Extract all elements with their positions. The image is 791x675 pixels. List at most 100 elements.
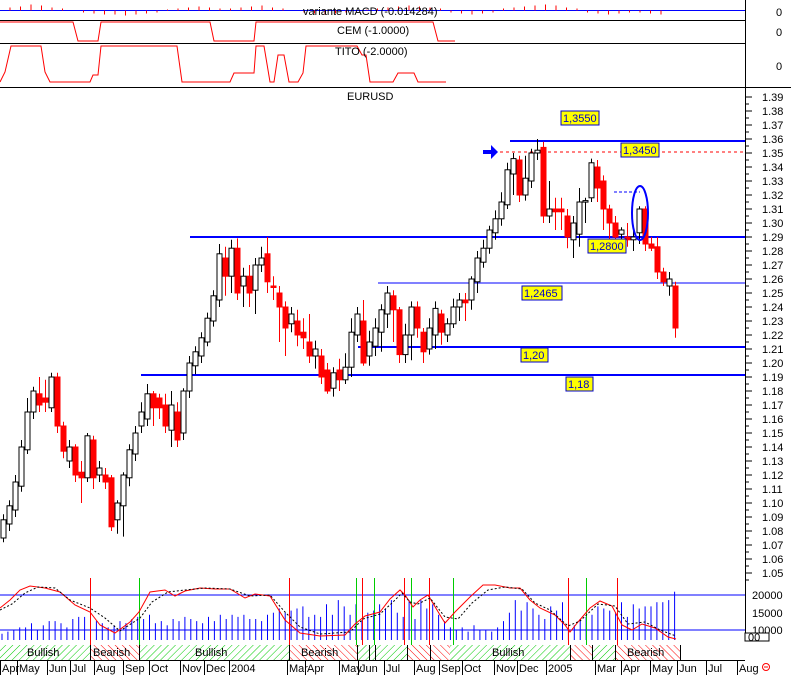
- level-label-118: 1,18: [565, 376, 594, 392]
- cem-axis-zero: 0: [776, 27, 782, 39]
- tito-label: TITO (-2.0000): [335, 46, 408, 58]
- month-tick: Jul: [708, 663, 722, 675]
- price-tick: 1.28: [762, 246, 783, 258]
- level-label-12465: 1,2465: [521, 285, 563, 301]
- price-tick: 1.31: [762, 204, 783, 216]
- month-tick: May: [652, 663, 673, 675]
- svg-text:1,20: 1,20: [523, 350, 544, 362]
- volume-tick-20000: 20000: [752, 590, 783, 602]
- cem-panel: CEM (-1.0000) 0: [0, 21, 782, 42]
- price-tick: 1.23: [762, 316, 783, 328]
- price-tick: 1.20: [762, 358, 783, 370]
- symbol-title: EURUSD: [347, 91, 394, 103]
- price-axis: 1.39 1.38 1.37 1.36 1.35 1.34 1.33 1.32 1.31 1.30…: [745, 92, 783, 581]
- tito-panel: TITO (-2.0000) 0: [0, 45, 782, 83]
- month-tick: Jun: [679, 663, 697, 675]
- price-tick: 1.37: [762, 120, 783, 132]
- price-tick: 1.35: [762, 148, 783, 160]
- price-tick: 1.24: [762, 302, 783, 314]
- price-tick: 1.17: [762, 400, 783, 412]
- price-tick: 1.07: [762, 540, 783, 552]
- cem-label: CEM (-1.0000): [337, 25, 409, 37]
- price-tick: 1.27: [762, 260, 783, 272]
- volume-tick-15000: 15000: [752, 608, 783, 620]
- month-tick: May: [19, 663, 40, 675]
- price-tick: 1.38: [762, 106, 783, 118]
- month-tick: Apr: [2, 663, 19, 675]
- time-axis: Apr May Jun Jul Aug Sep Oct Nov Dec 2004 Mar Apr May…: [0, 660, 759, 675]
- month-tick: Oct: [151, 663, 168, 675]
- price-tick: 1.18: [762, 386, 783, 398]
- level-label-120: 1,20: [520, 347, 549, 363]
- price-tick: 1.06: [762, 554, 783, 566]
- close-chart-icon[interactable]: [762, 663, 770, 671]
- regime-label: Bullish: [492, 647, 524, 659]
- panel-borders: [0, 0, 791, 661]
- svg-text:1,18: 1,18: [568, 379, 589, 391]
- price-tick: 1.34: [762, 162, 783, 174]
- month-tick: Aug: [416, 663, 436, 675]
- month-tick: Oct: [464, 663, 481, 675]
- month-tick: Dec: [519, 663, 539, 675]
- price-tick: 1.19: [762, 372, 783, 384]
- price-tick: 1.36: [762, 134, 783, 146]
- arrow-icon: [483, 145, 498, 159]
- macd-label: variante MACD (-0.014284): [303, 6, 438, 18]
- month-tick: May: [341, 663, 362, 675]
- price-tick: 1.05: [762, 568, 783, 580]
- regime-label: Bullish: [27, 647, 59, 659]
- level-label-128: 1,2800: [587, 238, 627, 254]
- svg-text:1,3450: 1,3450: [623, 145, 657, 157]
- month-tick: 2005: [548, 663, 572, 675]
- tito-axis-zero: 0: [776, 61, 782, 73]
- month-tick: Jun: [360, 663, 378, 675]
- regime-label: Bullish: [195, 647, 227, 659]
- price-tick: 1.30: [762, 218, 783, 230]
- price-tick: 1.21: [762, 344, 783, 356]
- price-tick: 1.11: [762, 484, 783, 496]
- level-label-1355: 1,3550: [560, 110, 600, 126]
- regime-label: Bearish: [627, 647, 664, 659]
- month-tick: Sep: [441, 663, 461, 675]
- month-tick: Nov: [182, 663, 202, 675]
- price-tick: 1.15: [762, 428, 783, 440]
- level-labels: 1,3550 1,3450 1,2800 1,2465 1,20 1,18: [520, 110, 660, 392]
- price-tick: 1.12: [762, 470, 783, 482]
- price-tick: 1.13: [762, 456, 783, 468]
- month-tick: Jul: [72, 663, 86, 675]
- price-tick: 1.09: [762, 512, 783, 524]
- candlestick-series: [0, 139, 679, 543]
- highlight-ellipse: [631, 185, 649, 241]
- price-tick: 1.29: [762, 232, 783, 244]
- price-tick: 1.25: [762, 288, 783, 300]
- volume-panel: 20000 15000 10000 00: [0, 578, 783, 645]
- month-tick: Sep: [125, 663, 145, 675]
- volume-unit-label: 00: [748, 632, 760, 644]
- svg-text:1,3550: 1,3550: [563, 113, 597, 125]
- price-tick: 1.26: [762, 274, 783, 286]
- regime-label: Bearish: [93, 647, 130, 659]
- month-tick: Dec: [206, 663, 226, 675]
- month-tick: Aug: [739, 663, 759, 675]
- price-tick: 1.33: [762, 176, 783, 188]
- price-tick: 1.14: [762, 442, 783, 454]
- svg-text:1,2465: 1,2465: [524, 288, 558, 300]
- month-tick: 2004: [231, 663, 255, 675]
- svg-text:1,2800: 1,2800: [590, 241, 624, 253]
- regime-label: Bearish: [301, 647, 338, 659]
- month-tick: Jun: [49, 663, 67, 675]
- month-tick: Apr: [623, 663, 640, 675]
- month-tick: Nov: [496, 663, 516, 675]
- price-tick: 1.39: [762, 92, 783, 104]
- level-label-1345: 1,3450: [620, 142, 660, 158]
- month-tick: Aug: [96, 663, 116, 675]
- price-tick: 1.10: [762, 498, 783, 510]
- price-tick: 1.22: [762, 330, 783, 342]
- macd-axis-zero: 0: [776, 7, 782, 19]
- regime-band: Bullish Bearish Bullish Bearish Bullish …: [0, 645, 681, 660]
- month-tick: Mar: [289, 663, 308, 675]
- macd-panel: variante MACD (-0.014284) 0: [0, 4, 782, 19]
- price-tick: 1.16: [762, 414, 783, 426]
- month-tick: Jul: [386, 663, 400, 675]
